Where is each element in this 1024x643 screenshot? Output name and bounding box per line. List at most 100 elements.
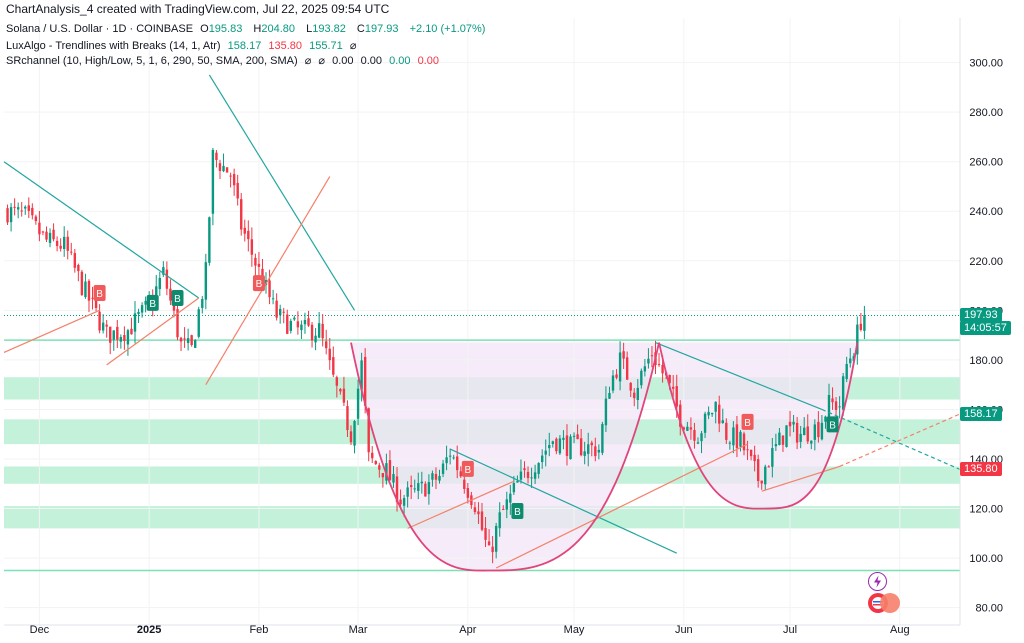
candle-down <box>409 485 413 488</box>
candle-up <box>799 433 802 442</box>
trendline-up <box>205 176 331 385</box>
candle-up <box>774 444 778 447</box>
candle-up <box>778 432 781 446</box>
candle-down <box>240 199 243 230</box>
candle-up <box>438 475 441 481</box>
candle-down <box>349 431 353 443</box>
candle-down <box>225 167 229 173</box>
break-signal-label: B <box>744 418 751 429</box>
candle-up <box>820 422 824 440</box>
candle-down <box>247 230 250 240</box>
candle-up <box>420 481 424 484</box>
candle-up <box>303 320 307 325</box>
candle-up <box>714 401 717 412</box>
candle-up <box>293 317 296 320</box>
candle-down <box>116 326 119 340</box>
break-signal-label: B <box>256 279 263 290</box>
candle-up <box>764 466 767 485</box>
candle-up <box>849 358 852 364</box>
candle-down <box>105 324 108 327</box>
candle-down <box>371 452 374 459</box>
cup-curve <box>658 342 859 510</box>
candle-up <box>140 305 144 313</box>
candle-up <box>112 330 115 340</box>
candle-down <box>434 473 438 480</box>
candle-up <box>707 411 710 416</box>
empty-value-icon: ⌀ <box>349 40 357 52</box>
candle-down <box>473 507 477 513</box>
candle-up <box>289 320 292 331</box>
price-tick-label: 260.00 <box>969 157 1003 169</box>
candle-down <box>859 323 863 330</box>
candle-up <box>827 394 831 421</box>
candle-down <box>615 374 618 378</box>
candle-down <box>675 386 678 407</box>
candle-down <box>20 210 23 212</box>
trendline-down <box>208 74 356 311</box>
chart-credit: ChartAnalysis_4 created with TradingView… <box>6 2 390 16</box>
candle-up <box>158 278 161 290</box>
lightning-icon[interactable] <box>868 572 887 591</box>
candle-down <box>594 446 597 457</box>
indicator-name: LuxAlgo - Trendlines with Breaks (14, 1,… <box>6 40 221 52</box>
candle-down <box>55 240 59 247</box>
candle-down <box>466 488 470 498</box>
lower-trendline-tag: 135.80 <box>960 462 1002 477</box>
candle-down <box>310 324 314 341</box>
candle-down <box>275 300 278 318</box>
candle-down <box>668 374 671 384</box>
candle-down <box>346 406 349 431</box>
candle-down <box>6 208 9 223</box>
candle-down <box>746 449 749 451</box>
time-tick-label: Mar <box>349 624 368 636</box>
indicator-legend-srchannel[interactable]: SRchannel (10, High/Low, 5, 1, 6, 290, 5… <box>6 54 443 67</box>
candle-down <box>232 174 236 186</box>
candle-down <box>94 299 98 309</box>
events-icon-secondary[interactable] <box>880 593 900 613</box>
candle-down <box>718 404 721 424</box>
candle-down <box>45 231 48 240</box>
last-price-tag: 197.93 <box>960 308 1002 323</box>
symbol-legend[interactable]: Solana / U.S. Dollar · 1D · COINBASE O19… <box>6 23 489 35</box>
candle-down <box>215 152 218 161</box>
price-tick-label: 220.00 <box>969 256 1003 268</box>
candle-down <box>91 297 94 299</box>
cup-curve <box>350 342 660 572</box>
cup-fill-area <box>350 342 858 571</box>
candle-down <box>487 541 491 546</box>
candle-down <box>399 499 402 505</box>
candle-down <box>77 264 80 272</box>
candle-down <box>282 311 285 313</box>
candle-up <box>540 455 544 463</box>
empty-value-icon: ⌀ <box>318 55 326 67</box>
candle-down <box>130 328 133 335</box>
candle-down <box>526 471 530 479</box>
indicator-value-1: 158.17 <box>227 40 262 52</box>
candle-up <box>537 463 540 474</box>
candle-up <box>703 413 707 433</box>
price-tick-label: 80.00 <box>975 603 1003 615</box>
candle-down <box>176 309 179 338</box>
candle-up <box>530 477 533 479</box>
candlestick-series <box>6 147 866 564</box>
break-signals: B B B B B B B B <box>93 275 839 520</box>
break-signal-label: B <box>174 294 181 305</box>
break-signal-label: B <box>96 289 103 300</box>
candle-up <box>548 444 551 449</box>
candle-up <box>271 298 275 300</box>
candle-up <box>863 315 866 331</box>
candle-down <box>788 421 792 427</box>
candle-down <box>109 326 112 343</box>
candle-up <box>636 387 639 401</box>
candle-down <box>753 454 756 462</box>
candle-down <box>806 426 809 442</box>
candle-up <box>48 232 52 243</box>
indicator-legend-trendlines[interactable]: LuxAlgo - Trendlines with Breaks (14, 1,… <box>6 39 360 52</box>
low-value: L193.82 <box>306 23 346 35</box>
candle-down <box>328 348 331 361</box>
candle-up <box>739 431 742 447</box>
trendline-up <box>106 297 200 366</box>
candle-down <box>622 351 625 359</box>
close-value: C197.93 <box>356 23 399 35</box>
